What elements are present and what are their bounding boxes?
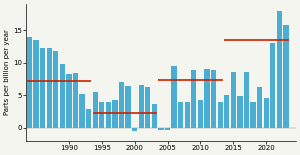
Bar (237, 96, 242, 128)
Bar (178, 102, 183, 128)
Bar (27, 37, 32, 128)
Bar (112, 100, 118, 128)
Bar (139, 85, 144, 128)
Bar (218, 102, 223, 128)
Bar (66, 74, 71, 128)
Bar (283, 25, 289, 128)
Bar (158, 128, 164, 130)
Bar (99, 102, 104, 128)
Bar (211, 70, 216, 128)
Bar (224, 95, 230, 128)
Bar (198, 100, 203, 128)
Bar (250, 102, 256, 128)
Bar (270, 42, 275, 128)
Bar (152, 104, 157, 128)
Bar (244, 72, 249, 128)
Bar (185, 102, 190, 128)
Bar (53, 51, 58, 128)
Bar (60, 64, 65, 128)
Bar (257, 87, 262, 128)
Bar (80, 94, 85, 128)
Bar (231, 72, 236, 128)
Bar (33, 40, 39, 128)
Bar (125, 86, 131, 128)
Bar (165, 128, 170, 130)
Bar (145, 87, 150, 128)
Bar (73, 73, 78, 128)
Bar (86, 109, 91, 128)
Bar (172, 66, 177, 128)
Bar (132, 128, 137, 131)
Bar (93, 92, 98, 128)
Y-axis label: Parts per billion per year: Parts per billion per year (4, 29, 10, 115)
Bar (277, 11, 282, 128)
Bar (106, 102, 111, 128)
Bar (46, 48, 52, 128)
Bar (40, 48, 45, 128)
Bar (191, 71, 196, 128)
Bar (119, 82, 124, 128)
Bar (204, 69, 210, 128)
Bar (264, 98, 269, 128)
